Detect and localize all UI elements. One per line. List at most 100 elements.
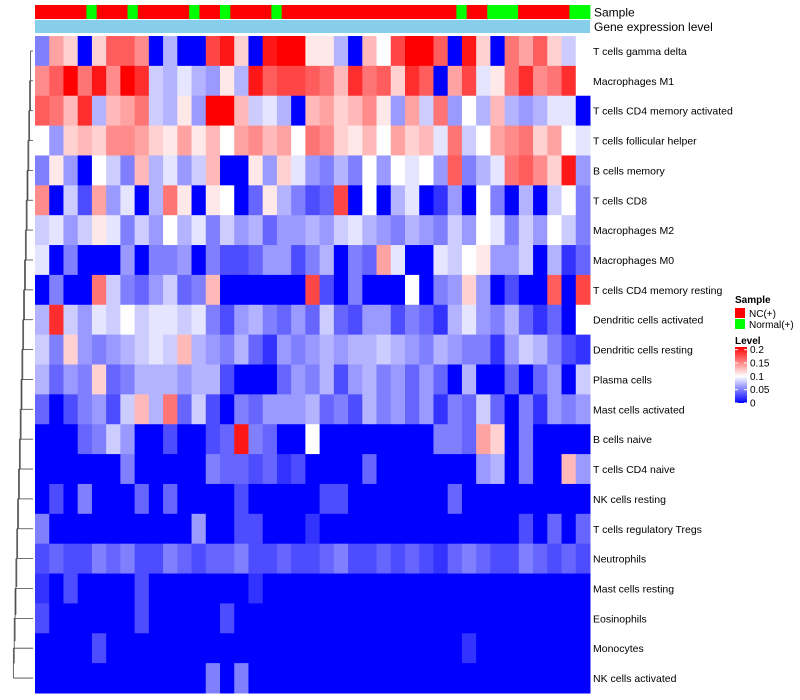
row-label: T cells CD4 naive: [593, 464, 675, 476]
heatmap-cell: [433, 663, 449, 694]
heatmap-cell: [419, 125, 434, 156]
heatmap-cell: [518, 603, 534, 634]
heatmap-cell: [205, 304, 221, 336]
sample-track-cell: [35, 5, 46, 19]
heatmap-cell: [234, 36, 249, 67]
heatmap-cell: [547, 215, 563, 246]
heatmap-cell: [305, 36, 321, 67]
heatmap-cell: [547, 633, 563, 664]
heatmap-cell: [291, 364, 306, 395]
heatmap-cell: [120, 334, 136, 365]
heatmap-cell: [376, 543, 392, 575]
heatmap-cell: [533, 454, 548, 485]
heatmap-cell: [518, 483, 534, 515]
heatmap-cell: [276, 304, 292, 336]
heatmap-cell: [376, 36, 392, 67]
heatmap-cell: [490, 424, 506, 455]
heatmap-cell: [348, 633, 363, 664]
heatmap-cell: [91, 36, 107, 67]
heatmap-cell: [35, 65, 50, 97]
heatmap-cell: [561, 334, 577, 365]
heatmap-cell: [291, 36, 306, 67]
sample-track-cell: [127, 5, 139, 19]
heatmap-cell: [447, 185, 463, 216]
heatmap-cell: [220, 155, 235, 186]
heatmap-cell: [177, 483, 193, 515]
heatmap-cell: [490, 543, 506, 575]
heatmap-cell: [248, 424, 264, 455]
heatmap-cell: [518, 125, 534, 156]
heatmap-cell: [191, 65, 207, 97]
heatmap-cell: [35, 483, 50, 515]
heatmap-cell: [333, 36, 349, 67]
heatmap-cell: [177, 364, 193, 395]
heatmap-cell: [504, 603, 520, 634]
heatmap-cell: [305, 454, 321, 485]
heatmap-cell: [504, 245, 520, 276]
heatmap-cell: [575, 573, 591, 604]
sample-track-cell: [168, 5, 180, 19]
heatmap-cell: [461, 185, 477, 216]
row-label: NK cells activated: [593, 673, 677, 685]
sample-track-cell: [497, 5, 509, 19]
heatmap-cell: [91, 454, 107, 485]
heatmap-cell: [148, 36, 164, 67]
heatmap-cell: [49, 543, 64, 575]
heatmap-cell: [447, 394, 463, 425]
heatmap-cell: [405, 215, 420, 246]
heatmap-cell: [504, 274, 520, 306]
sample-track-cell: [507, 5, 519, 19]
heatmap-cell: [461, 543, 477, 575]
heatmap-cell: [362, 334, 378, 365]
heatmap-cell: [120, 304, 136, 336]
heatmap-cell: [362, 364, 378, 395]
sample-track-cell: [456, 5, 468, 19]
heatmap-cell: [376, 424, 392, 455]
heatmap-cell: [148, 633, 164, 664]
heatmap-cell: [148, 394, 164, 425]
heatmap-cell: [362, 36, 378, 67]
heatmap-cell: [163, 36, 178, 67]
heatmap-cell: [390, 274, 406, 306]
heatmap-cell: [461, 95, 477, 127]
heatmap-cell: [461, 36, 477, 67]
heatmap-cell: [148, 95, 164, 127]
heatmap-cell: [291, 215, 306, 246]
heatmap-cell: [106, 155, 121, 186]
heatmap-cell: [220, 543, 235, 575]
heatmap-cell: [120, 95, 136, 127]
heatmap-cell: [177, 454, 193, 485]
heatmap-cell: [533, 36, 548, 67]
heatmap-cell: [376, 185, 392, 216]
heatmap-cell: [348, 424, 363, 455]
heatmap-cell: [106, 185, 121, 216]
heatmap-cell: [134, 454, 150, 485]
heatmap-cell: [220, 633, 235, 664]
heatmap-cell: [163, 65, 178, 97]
heatmap-cell: [376, 394, 392, 425]
heatmap-cell: [191, 573, 207, 604]
heatmap-cell: [276, 633, 292, 664]
legend-color-bar: [735, 347, 747, 403]
heatmap-cell: [561, 454, 577, 485]
heatmap-cell: [234, 394, 249, 425]
heatmap-cell: [518, 364, 534, 395]
heatmap-cell: [362, 215, 378, 246]
heatmap-cell: [148, 125, 164, 156]
sample-track-cell: [569, 5, 581, 19]
heatmap-cell: [490, 155, 506, 186]
heatmap-cell: [476, 95, 491, 127]
heatmap-cell: [447, 304, 463, 336]
heatmap-cell: [376, 125, 392, 156]
heatmap-cell: [561, 245, 577, 276]
sample-track-cell: [466, 5, 478, 19]
heatmap-cell: [220, 603, 235, 634]
heatmap-cell: [163, 274, 178, 306]
heatmap-cell: [262, 95, 278, 127]
heatmap-cell: [134, 95, 150, 127]
heatmap-cell: [191, 245, 207, 276]
sample-track-cell: [209, 5, 221, 19]
heatmap-cell: [35, 125, 50, 156]
heatmap-cell: [348, 513, 363, 545]
heatmap-cell: [49, 155, 64, 186]
